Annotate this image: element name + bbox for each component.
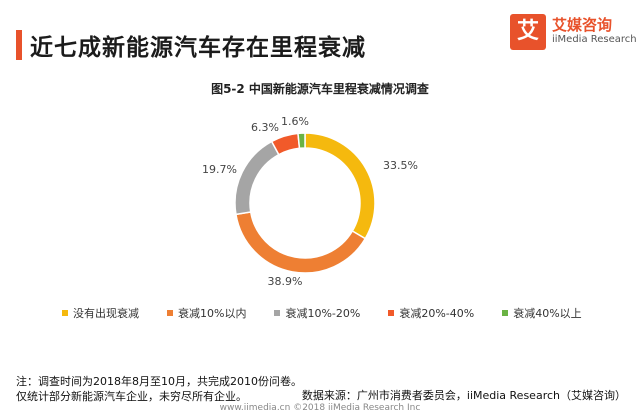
slice-label: 6.3% [251, 121, 279, 134]
legend-item: 衰减10%-20% [274, 304, 360, 322]
legend-label: 衰减40%以上 [513, 307, 582, 320]
legend-swatch [274, 310, 281, 316]
legend-swatch [502, 310, 509, 316]
donut-slice [304, 132, 376, 240]
legend-label: 没有出现衰减 [73, 307, 139, 320]
slice-label: 38.9% [268, 275, 303, 288]
legend-item: 没有出现衰减 [62, 304, 139, 322]
title-accent-bar [16, 30, 22, 60]
legend-label: 衰减20%-40% [399, 307, 475, 320]
slice-label: 33.5% [383, 159, 418, 172]
page-title: 近七成新能源汽车存在里程衰减 [30, 35, 366, 61]
survey-note: 注：调查时间为2018年8月至10月，共完成2010份问卷。 [16, 375, 302, 388]
data-source: 数据来源：广州市消费者委员会，iiMedia Research（艾媒咨询） [301, 389, 626, 402]
chart-legend: 没有出现衰减 衰减10%以内 衰减10%-20% 衰减20%-40% 衰减40%以上 [62, 304, 610, 322]
legend-label: 衰减10%以内 [178, 307, 247, 320]
footer-copyright: www.iimedia.cn ©2018 iiMedia Research In… [219, 403, 421, 413]
slice-label: 1.6% [281, 115, 309, 128]
legend-item: 衰减40%以上 [502, 304, 582, 322]
legend-swatch [62, 310, 68, 316]
legend-label: 衰减10%-20% [285, 307, 361, 320]
legend-swatch [388, 310, 395, 316]
donut-slice [234, 140, 280, 216]
logo: 艾 艾媒咨询 iiMedia Research [510, 14, 637, 50]
donut-slice [235, 211, 367, 274]
scope-note: 仅统计部分新能源汽车企业，未穷尽所有企业。 [16, 390, 247, 403]
legend-item: 衰减20%-40% [388, 304, 474, 322]
chart-title: 图5-2 中国新能源汽车里程衰减情况调查 [211, 82, 429, 96]
logo-mark: 艾 [510, 14, 546, 50]
legend-swatch [167, 310, 173, 316]
logo-text-en: iiMedia Research [552, 34, 637, 45]
slice-label: 19.7% [202, 163, 237, 176]
logo-text-cn: 艾媒咨询 [552, 16, 613, 34]
legend-item: 衰减10%以内 [167, 304, 246, 322]
donut-slice [297, 132, 306, 150]
